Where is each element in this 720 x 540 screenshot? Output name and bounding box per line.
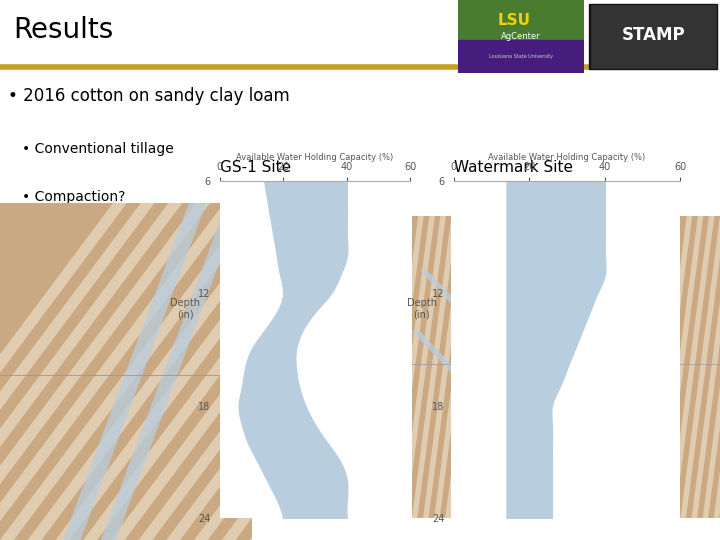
Bar (592, 6, 715, 67)
Polygon shape (714, 216, 720, 518)
Bar (458, 0, 584, 40)
Text: Results: Results (13, 16, 113, 44)
Polygon shape (478, 216, 523, 518)
Polygon shape (28, 202, 294, 540)
Polygon shape (467, 216, 513, 518)
Polygon shape (680, 216, 720, 518)
Polygon shape (703, 216, 720, 518)
Polygon shape (379, 216, 423, 518)
Polygon shape (390, 216, 435, 518)
Polygon shape (0, 202, 183, 540)
Polygon shape (277, 202, 543, 540)
Bar (458, 40, 584, 73)
Polygon shape (554, 202, 720, 540)
Polygon shape (456, 216, 501, 518)
Polygon shape (434, 216, 480, 518)
Polygon shape (305, 202, 571, 540)
Text: • Compaction?: • Compaction? (22, 190, 125, 204)
Polygon shape (423, 216, 468, 518)
Polygon shape (691, 216, 720, 518)
Polygon shape (0, 202, 238, 540)
Text: GS-1 Site: GS-1 Site (220, 160, 291, 175)
Text: LSU: LSU (498, 13, 531, 28)
Polygon shape (472, 202, 720, 540)
X-axis label: Available Water Holding Capacity (%): Available Water Holding Capacity (%) (236, 153, 394, 163)
Text: STAMP: STAMP (621, 26, 685, 44)
Text: Louisiana State University: Louisiana State University (489, 55, 553, 59)
Polygon shape (84, 202, 349, 540)
Text: • Conventional tillage: • Conventional tillage (22, 141, 174, 156)
Polygon shape (111, 202, 377, 540)
Polygon shape (0, 202, 266, 540)
Polygon shape (670, 216, 714, 518)
Polygon shape (416, 202, 682, 540)
Polygon shape (420, 271, 467, 313)
Text: Watermark Site: Watermark Site (454, 160, 572, 175)
Polygon shape (582, 202, 720, 540)
Polygon shape (249, 202, 516, 540)
Polygon shape (361, 202, 626, 540)
Polygon shape (444, 202, 709, 540)
Text: AgCenter: AgCenter (501, 32, 541, 41)
Polygon shape (499, 202, 720, 540)
X-axis label: Available Water Holding Capacity (%): Available Water Holding Capacity (%) (488, 153, 646, 163)
Polygon shape (194, 202, 460, 540)
Polygon shape (401, 216, 446, 518)
Polygon shape (412, 331, 459, 373)
Polygon shape (658, 216, 703, 518)
Y-axis label: Depth
(in): Depth (in) (407, 298, 437, 320)
Polygon shape (0, 202, 210, 540)
Polygon shape (0, 202, 155, 540)
Polygon shape (55, 202, 321, 540)
Polygon shape (527, 202, 720, 540)
Polygon shape (490, 216, 534, 518)
Polygon shape (333, 202, 598, 540)
Polygon shape (138, 202, 405, 540)
Polygon shape (665, 202, 720, 540)
Polygon shape (166, 202, 432, 540)
Polygon shape (0, 202, 127, 540)
Polygon shape (610, 202, 720, 540)
Polygon shape (0, 202, 252, 540)
Polygon shape (63, 202, 207, 540)
Polygon shape (412, 216, 451, 518)
Polygon shape (638, 202, 720, 540)
Text: • 2016 cotton on sandy clay loam: • 2016 cotton on sandy clay loam (8, 87, 289, 105)
Polygon shape (445, 216, 490, 518)
Polygon shape (388, 202, 654, 540)
Polygon shape (412, 216, 457, 518)
Y-axis label: Depth
(in): Depth (in) (170, 298, 200, 320)
Polygon shape (222, 202, 487, 540)
Polygon shape (680, 216, 720, 518)
Polygon shape (101, 202, 242, 540)
Polygon shape (647, 216, 693, 518)
